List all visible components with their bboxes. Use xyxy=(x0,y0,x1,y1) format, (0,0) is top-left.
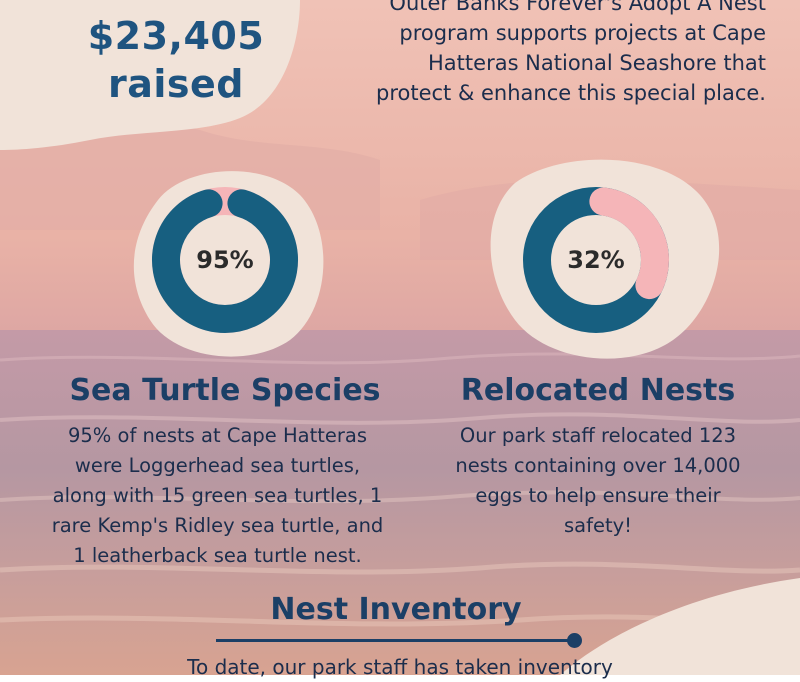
funds-raised-stat: $23,405 raised xyxy=(56,12,296,108)
program-intro: Outer Banks Forever's Adopt A Nest progr… xyxy=(300,0,766,108)
donut-value-arc xyxy=(589,187,669,300)
text-line: were Loggerhead sea turtles, xyxy=(74,454,361,477)
text-line: 95% of nests at Cape Hatteras xyxy=(67,424,367,447)
text-line: along with 15 green sea turtles, 1 xyxy=(52,484,383,507)
section-divider-dot xyxy=(567,633,582,648)
funds-raised-amount: $23,405 xyxy=(87,14,265,58)
text-line: eggs to help ensure their xyxy=(475,484,721,507)
section-divider-line xyxy=(216,639,576,642)
sea-turtle-species-title: Sea Turtle Species xyxy=(69,373,381,408)
relocated-nests-text: Our park staff relocated 123 nests conta… xyxy=(420,421,776,541)
intro-line: protect & enhance this special place. xyxy=(376,81,766,105)
text-line: safety! xyxy=(564,514,632,537)
intro-line: Outer Banks Forever's Adopt A Nest xyxy=(389,0,766,15)
donut-value-arc xyxy=(152,189,298,333)
nest-inventory-title: Nest Inventory xyxy=(270,592,522,627)
text-line: nests containing over 14,000 xyxy=(455,454,741,477)
nest-inventory-text: To date, our park staff has taken invent… xyxy=(187,655,613,679)
relocated-nests-donut xyxy=(523,187,669,333)
intro-line: Hatteras National Seashore that xyxy=(428,51,766,75)
relocated-nests-title: Relocated Nests xyxy=(460,373,736,408)
sea-turtle-percent: 95% xyxy=(196,246,254,274)
text-line: 1 leatherback sea turtle nest. xyxy=(73,544,362,567)
relocated-percent: 32% xyxy=(567,246,625,274)
intro-line: program supports projects at Cape xyxy=(399,21,766,45)
funds-raised-label: raised xyxy=(108,62,244,106)
sea-turtle-species-donut xyxy=(152,187,298,333)
text-line: Our park staff relocated 123 xyxy=(459,424,737,447)
text-line: rare Kemp's Ridley sea turtle, and xyxy=(51,514,384,537)
sea-turtle-species-text: 95% of nests at Cape Hatteras were Logge… xyxy=(15,421,420,571)
